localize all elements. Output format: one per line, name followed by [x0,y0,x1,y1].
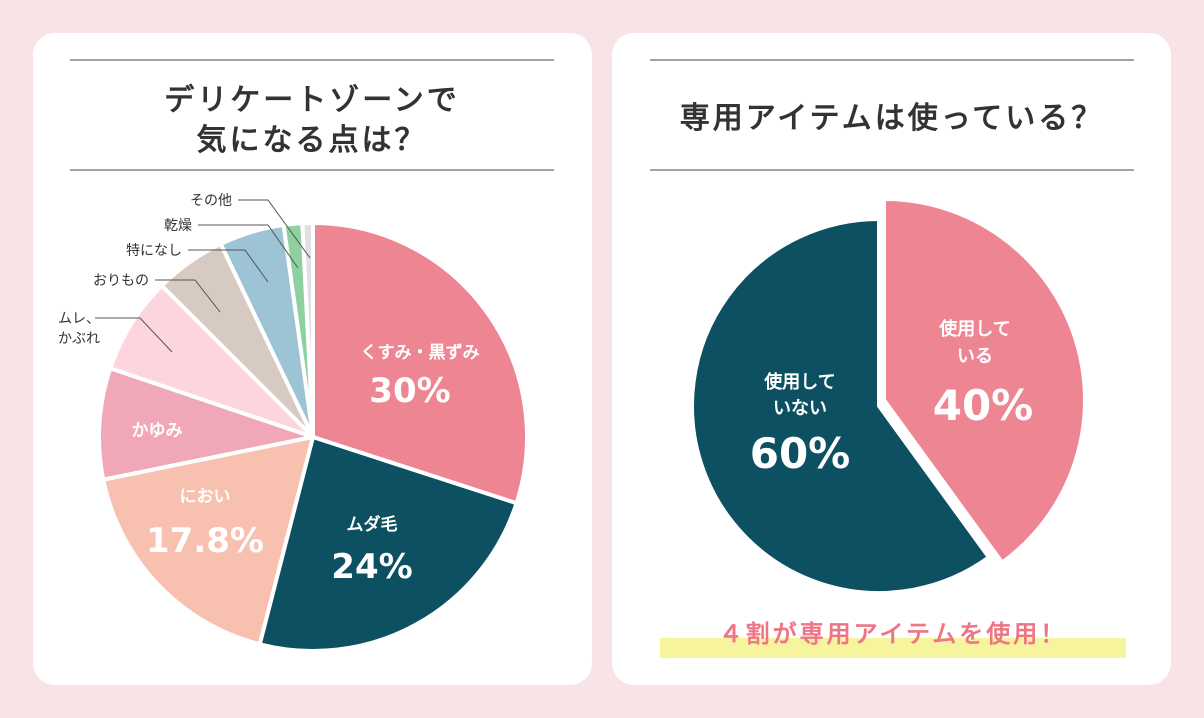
pie-slice-0 [311,221,529,506]
chart-title-line1: デリケートゾーンで [164,83,460,118]
pie-slice-3 [97,366,315,482]
slice-label-using: 40% [933,381,1034,430]
label-other: その他 [190,193,232,209]
slice-label-notusing: 60% [750,429,851,478]
label-stuffiness-2: かぶれ [58,331,100,347]
label-nothing: 特になし [126,243,182,259]
slice-name-dullness: くすみ・黒ずみ [361,343,480,363]
leader-lines [95,199,311,353]
slice-name-notusing-2: いない [773,398,827,419]
slice-name-itch: かゆみ [132,421,183,441]
slice-label-dullness: 30% [369,371,450,411]
slice-label-odor: 17.8% [146,521,264,561]
slice-name-hair: ムダ毛 [347,514,398,535]
annotation-highlight [660,638,1126,658]
label-discharge: おりもの [93,273,149,289]
slice-name-using-1: 使用して [938,319,1010,340]
chart-title-right: 専用アイテムは使っている？ [680,101,1105,136]
leader-line-nothing [188,249,269,283]
pie-slice-not-using [690,217,991,595]
slice-name-notusing-1: 使用して [763,372,835,393]
slice-name-using-2: いる [957,346,993,367]
slice-name-odor: におい [180,487,231,507]
leader-line-dryness [198,224,299,269]
leader-line-other [238,199,311,259]
pie-slice-1 [257,435,519,653]
pie-chart-left [97,220,529,653]
label-dryness: 乾燥 [164,218,192,234]
slice-label-hair: 24% [331,547,412,587]
pie-slice-2 [101,435,315,647]
leader-line-discharge [155,279,221,313]
label-stuffiness-1: ムレ、 [58,311,100,327]
pie-chart-right [690,197,1087,595]
annotation-text: ４割が専用アイテムを使用！ [719,620,1068,648]
pie-slice-using [882,197,1087,565]
leader-line-stuffiness [95,317,173,353]
chart-title-line2: 気になる点は？ [197,123,428,158]
